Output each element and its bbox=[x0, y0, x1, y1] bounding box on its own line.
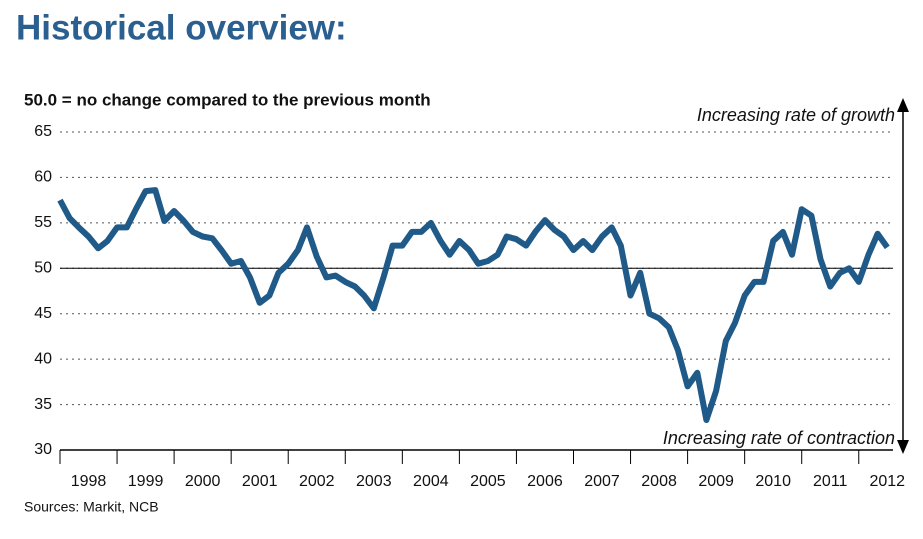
annotation: Increasing rate of contraction bbox=[663, 428, 895, 448]
y-tick-label: 60 bbox=[34, 169, 52, 186]
x-tick-label: 2008 bbox=[641, 473, 677, 490]
y-tick-label: 30 bbox=[34, 441, 52, 458]
x-tick-label: 2007 bbox=[584, 473, 620, 490]
subtitle: 50.0 = no change compared to the previou… bbox=[24, 90, 431, 109]
y-tick-label: 50 bbox=[34, 260, 52, 277]
x-tick-label: 1998 bbox=[71, 473, 107, 490]
x-tick-label: 2010 bbox=[755, 473, 791, 490]
x-tick-label: 2009 bbox=[698, 473, 734, 490]
x-tick-label: 2005 bbox=[470, 473, 506, 490]
x-tick-label: 2006 bbox=[527, 473, 563, 490]
x-tick-label: 2011 bbox=[813, 473, 848, 490]
annotation: Increasing rate of growth bbox=[697, 105, 895, 125]
x-tick-label: 2001 bbox=[242, 473, 278, 490]
x-tick-label: 1999 bbox=[128, 473, 164, 490]
arrows bbox=[897, 98, 909, 454]
y-tick-label: 55 bbox=[34, 214, 52, 231]
y-tick-label: 35 bbox=[34, 396, 52, 413]
x-tick-label: 2000 bbox=[185, 473, 221, 490]
x-tick-label: 2012 bbox=[869, 473, 905, 490]
x-tick-label: 2004 bbox=[413, 473, 449, 490]
y-tick-label: 40 bbox=[34, 350, 52, 367]
source: Sources: Markit, NCB bbox=[24, 499, 159, 515]
y-tick-label: 65 bbox=[34, 123, 52, 140]
y-tick-label: 45 bbox=[34, 305, 52, 322]
x-tick-label: 2003 bbox=[356, 473, 392, 490]
x-tick-label: 2002 bbox=[299, 473, 335, 490]
data-line bbox=[57, 187, 890, 423]
chart-title: Historical overview: bbox=[16, 8, 347, 47]
